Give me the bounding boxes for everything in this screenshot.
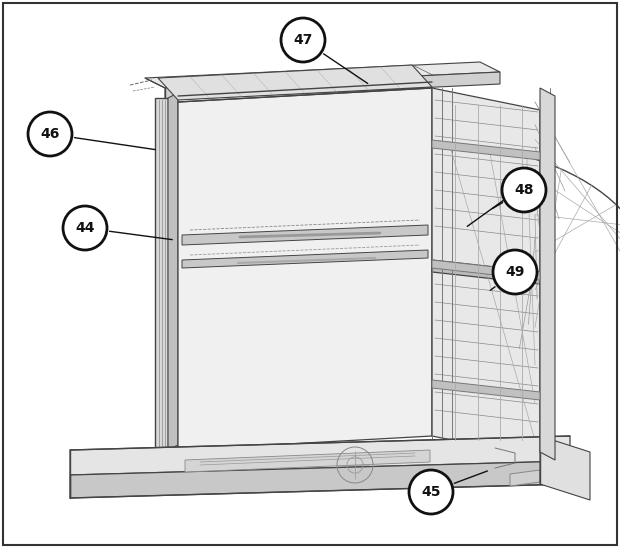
Polygon shape [145,62,500,88]
Polygon shape [432,88,540,458]
Polygon shape [540,436,590,500]
Circle shape [63,206,107,250]
Polygon shape [432,140,540,160]
Circle shape [28,112,72,156]
Polygon shape [70,436,570,475]
Text: 46: 46 [40,127,60,141]
Polygon shape [185,450,430,472]
Text: 45: 45 [421,485,441,499]
Circle shape [281,18,325,62]
Polygon shape [540,88,555,460]
Text: eReplacementParts.com: eReplacementParts.com [234,278,386,292]
Polygon shape [182,250,428,268]
Polygon shape [182,225,428,245]
Polygon shape [168,93,178,450]
Polygon shape [70,461,570,498]
Circle shape [493,250,537,294]
Polygon shape [432,260,540,280]
Polygon shape [432,380,540,400]
Text: 48: 48 [514,183,534,197]
Text: 47: 47 [293,33,312,47]
Polygon shape [178,88,432,450]
Text: 44: 44 [75,221,95,235]
Polygon shape [158,65,432,100]
Polygon shape [155,98,168,450]
Polygon shape [165,72,500,100]
Circle shape [502,168,546,212]
Polygon shape [432,260,540,284]
Polygon shape [510,470,540,486]
Circle shape [409,470,453,514]
Text: 49: 49 [505,265,525,279]
